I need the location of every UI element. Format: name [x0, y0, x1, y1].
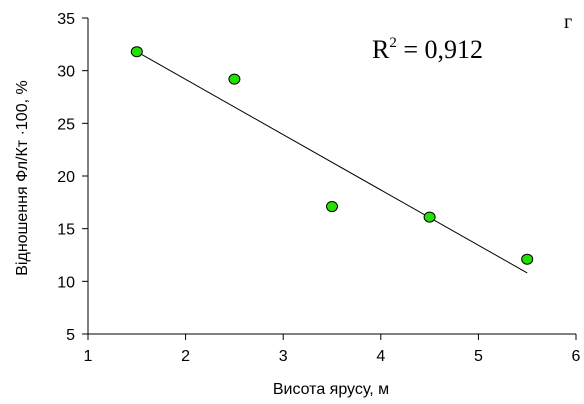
- y-axis-title: Відношення Фл/Кт ·100, %: [14, 80, 31, 275]
- x-axis-title: Висота ярусу, м: [273, 381, 389, 398]
- data-point: [228, 73, 241, 85]
- y-tick-label: 20: [57, 169, 75, 186]
- y-tick-label: 15: [57, 222, 75, 239]
- labels-layer: 5 10 15 20 25 30 35 1 2 3 4 5 6: [57, 11, 580, 365]
- y-tick-label: 35: [57, 11, 75, 28]
- y-tick-label: 5: [66, 327, 75, 344]
- x-tick-label: 6: [572, 348, 581, 365]
- y-tick-label: 25: [57, 116, 75, 133]
- points-layer: [130, 46, 534, 265]
- x-tick-label: 2: [181, 348, 190, 365]
- trendline-layer: [136, 51, 528, 274]
- axes-layer: [82, 17, 577, 340]
- x-tick-label: 3: [279, 348, 288, 365]
- data-point: [326, 201, 338, 213]
- trendline: [136, 51, 528, 274]
- r-squared-letter: R: [372, 35, 390, 64]
- data-point: [130, 46, 143, 58]
- y-tick-label: 10: [57, 274, 75, 291]
- r-squared-superscript: 2: [389, 35, 397, 51]
- r-squared-value: = 0,912: [397, 35, 483, 64]
- x-tick-label: 5: [474, 348, 483, 365]
- y-tick-label: 30: [57, 64, 75, 81]
- r-squared-annotation: R2 = 0,912: [372, 35, 483, 64]
- x-tick-label: 4: [376, 348, 385, 365]
- x-tick-label: 1: [84, 348, 93, 365]
- data-point: [521, 253, 534, 265]
- panel-letter: г: [564, 11, 572, 33]
- data-point: [423, 211, 436, 223]
